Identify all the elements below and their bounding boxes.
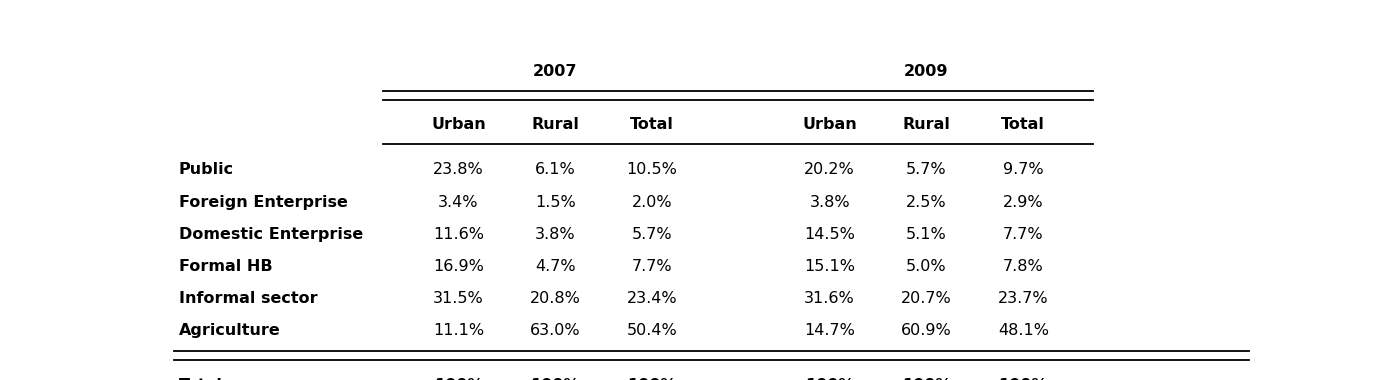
Text: 11.6%: 11.6% bbox=[433, 227, 484, 242]
Text: Total: Total bbox=[1001, 117, 1045, 132]
Text: 100%: 100% bbox=[530, 377, 580, 380]
Text: Urban: Urban bbox=[432, 117, 486, 132]
Text: 9.7%: 9.7% bbox=[1004, 163, 1044, 177]
Text: 3.8%: 3.8% bbox=[809, 195, 849, 210]
Text: 50.4%: 50.4% bbox=[627, 323, 677, 338]
Text: 14.5%: 14.5% bbox=[804, 227, 855, 242]
Text: Rural: Rural bbox=[902, 117, 951, 132]
Text: 2.0%: 2.0% bbox=[632, 195, 673, 210]
Text: Informal sector: Informal sector bbox=[179, 291, 318, 306]
Text: Formal HB: Formal HB bbox=[179, 259, 272, 274]
Text: Rural: Rural bbox=[532, 117, 579, 132]
Text: 100%: 100% bbox=[627, 377, 677, 380]
Text: 100%: 100% bbox=[805, 377, 855, 380]
Text: 20.8%: 20.8% bbox=[530, 291, 580, 306]
Text: 60.9%: 60.9% bbox=[901, 323, 952, 338]
Text: Domestic Enterprise: Domestic Enterprise bbox=[179, 227, 364, 242]
Text: 11.1%: 11.1% bbox=[433, 323, 484, 338]
Text: Agriculture: Agriculture bbox=[179, 323, 280, 338]
Text: 31.5%: 31.5% bbox=[433, 291, 484, 306]
Text: 23.8%: 23.8% bbox=[433, 163, 484, 177]
Text: 7.8%: 7.8% bbox=[1004, 259, 1044, 274]
Text: 23.7%: 23.7% bbox=[998, 291, 1048, 306]
Text: 100%: 100% bbox=[434, 377, 483, 380]
Text: 23.4%: 23.4% bbox=[627, 291, 677, 306]
Text: 2007: 2007 bbox=[533, 65, 577, 79]
Text: 5.1%: 5.1% bbox=[906, 227, 947, 242]
Text: 15.1%: 15.1% bbox=[804, 259, 855, 274]
Text: Urban: Urban bbox=[802, 117, 856, 132]
Text: 7.7%: 7.7% bbox=[1004, 227, 1044, 242]
Text: Foreign Enterprise: Foreign Enterprise bbox=[179, 195, 348, 210]
Text: 3.8%: 3.8% bbox=[534, 227, 576, 242]
Text: 6.1%: 6.1% bbox=[534, 163, 576, 177]
Text: 4.7%: 4.7% bbox=[534, 259, 576, 274]
Text: 16.9%: 16.9% bbox=[433, 259, 484, 274]
Text: 2.9%: 2.9% bbox=[1004, 195, 1044, 210]
Text: 14.7%: 14.7% bbox=[804, 323, 855, 338]
Text: 3.4%: 3.4% bbox=[439, 195, 479, 210]
Text: Public: Public bbox=[179, 163, 235, 177]
Text: 1.5%: 1.5% bbox=[534, 195, 576, 210]
Text: 63.0%: 63.0% bbox=[530, 323, 580, 338]
Text: 2009: 2009 bbox=[904, 65, 949, 79]
Text: Total: Total bbox=[630, 117, 675, 132]
Text: 10.5%: 10.5% bbox=[627, 163, 677, 177]
Text: 20.7%: 20.7% bbox=[901, 291, 952, 306]
Text: Total: Total bbox=[179, 377, 222, 380]
Text: 100%: 100% bbox=[998, 377, 1048, 380]
Text: 31.6%: 31.6% bbox=[804, 291, 855, 306]
Text: 5.7%: 5.7% bbox=[632, 227, 673, 242]
Text: 20.2%: 20.2% bbox=[804, 163, 855, 177]
Text: 5.0%: 5.0% bbox=[906, 259, 947, 274]
Text: 48.1%: 48.1% bbox=[998, 323, 1049, 338]
Text: 100%: 100% bbox=[902, 377, 951, 380]
Text: 7.7%: 7.7% bbox=[632, 259, 673, 274]
Text: 5.7%: 5.7% bbox=[906, 163, 947, 177]
Text: 2.5%: 2.5% bbox=[906, 195, 947, 210]
